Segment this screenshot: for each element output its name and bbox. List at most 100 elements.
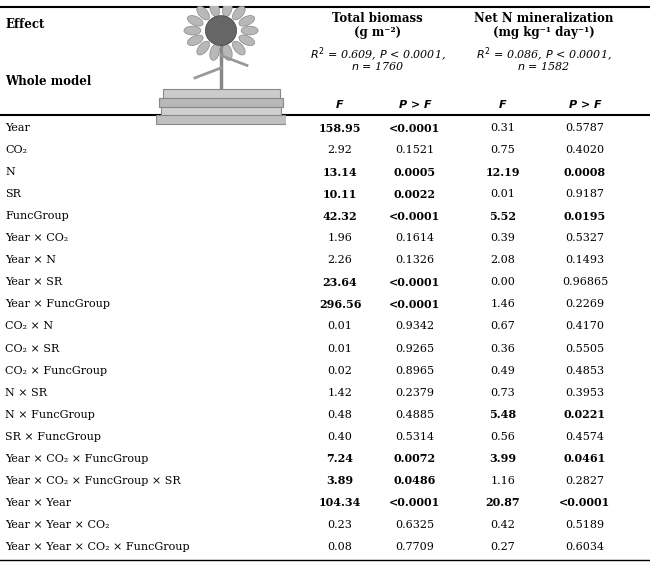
- Text: N: N: [5, 167, 15, 177]
- Text: 5.52: 5.52: [489, 211, 517, 222]
- Ellipse shape: [241, 26, 258, 35]
- FancyBboxPatch shape: [162, 89, 280, 98]
- Text: 0.0005: 0.0005: [394, 166, 436, 178]
- Text: 2.92: 2.92: [328, 145, 352, 155]
- Text: 0.1521: 0.1521: [395, 145, 435, 155]
- Text: 0.0221: 0.0221: [564, 409, 606, 420]
- Text: 0.5787: 0.5787: [566, 123, 604, 133]
- Text: 20.87: 20.87: [486, 498, 520, 508]
- Ellipse shape: [210, 1, 220, 16]
- Text: 5.48: 5.48: [489, 409, 517, 420]
- Text: 0.9187: 0.9187: [566, 189, 604, 199]
- Text: $n$ = 1582: $n$ = 1582: [517, 60, 571, 72]
- Text: 0.49: 0.49: [491, 366, 515, 376]
- Text: 0.4853: 0.4853: [566, 366, 604, 376]
- Text: 0.0486: 0.0486: [394, 475, 436, 486]
- Text: 1.16: 1.16: [491, 476, 515, 486]
- Text: Year × CO₂ × FuncGroup: Year × CO₂ × FuncGroup: [5, 454, 148, 464]
- Text: Year × CO₂: Year × CO₂: [5, 233, 68, 243]
- Text: 0.1493: 0.1493: [566, 255, 604, 265]
- Text: $R^2$ = 0.086, $P$ < 0.0001,: $R^2$ = 0.086, $P$ < 0.0001,: [476, 46, 612, 64]
- Text: 0.8965: 0.8965: [395, 366, 435, 376]
- Text: 0.5189: 0.5189: [566, 520, 604, 530]
- Text: Year × Year: Year × Year: [5, 498, 71, 508]
- Text: 296.56: 296.56: [318, 299, 361, 310]
- Text: $\bfit{F}$: $\bfit{F}$: [499, 98, 508, 110]
- Text: 0.08: 0.08: [328, 542, 352, 552]
- Text: 0.0195: 0.0195: [564, 211, 606, 222]
- Text: CO₂ × N: CO₂ × N: [5, 321, 53, 332]
- Text: 2.08: 2.08: [491, 255, 515, 265]
- Text: 0.23: 0.23: [328, 520, 352, 530]
- Text: 0.01: 0.01: [328, 344, 352, 354]
- Text: 0.5314: 0.5314: [395, 432, 435, 441]
- Text: <0.0001: <0.0001: [560, 498, 610, 508]
- Text: 1.96: 1.96: [328, 233, 352, 243]
- Text: $\bfit{F}$: $\bfit{F}$: [335, 98, 345, 110]
- Text: 0.1326: 0.1326: [395, 255, 435, 265]
- Ellipse shape: [197, 6, 209, 20]
- Text: 12.19: 12.19: [486, 166, 520, 178]
- Text: 0.36: 0.36: [491, 344, 515, 354]
- Text: 3.99: 3.99: [489, 453, 517, 464]
- Ellipse shape: [222, 1, 232, 16]
- Text: $n$ = 1760: $n$ = 1760: [351, 60, 404, 72]
- Text: 42.32: 42.32: [322, 211, 358, 222]
- Text: 0.27: 0.27: [491, 542, 515, 552]
- Ellipse shape: [184, 26, 201, 35]
- Text: Year × FuncGroup: Year × FuncGroup: [5, 299, 110, 310]
- Text: Year × CO₂ × FuncGroup × SR: Year × CO₂ × FuncGroup × SR: [5, 476, 181, 486]
- Text: N × FuncGroup: N × FuncGroup: [5, 410, 95, 419]
- Text: 1.46: 1.46: [491, 299, 515, 310]
- Text: 0.96865: 0.96865: [562, 277, 608, 288]
- Text: $\bfit{P}$ > $\bfit{F}$: $\bfit{P}$ > $\bfit{F}$: [398, 98, 432, 110]
- Text: 0.3953: 0.3953: [566, 388, 604, 398]
- Text: 0.56: 0.56: [491, 432, 515, 441]
- Text: Total biomass: Total biomass: [332, 12, 423, 25]
- Text: (mg kg⁻¹ day⁻¹): (mg kg⁻¹ day⁻¹): [493, 26, 595, 39]
- Text: 0.2379: 0.2379: [395, 388, 434, 398]
- Text: 1.42: 1.42: [328, 388, 352, 398]
- Ellipse shape: [210, 45, 220, 61]
- Text: 0.9265: 0.9265: [395, 344, 435, 354]
- Ellipse shape: [239, 16, 255, 26]
- Text: 0.0008: 0.0008: [564, 166, 606, 178]
- Text: Year × SR: Year × SR: [5, 277, 62, 288]
- Text: Year × Year × CO₂ × FuncGroup: Year × Year × CO₂ × FuncGroup: [5, 542, 190, 552]
- Text: Whole model: Whole model: [5, 75, 91, 88]
- Circle shape: [205, 16, 237, 45]
- Text: <0.0001: <0.0001: [389, 498, 441, 508]
- Text: 0.7709: 0.7709: [396, 542, 434, 552]
- Ellipse shape: [239, 35, 255, 45]
- Text: 0.67: 0.67: [491, 321, 515, 332]
- Text: 0.0022: 0.0022: [394, 188, 436, 200]
- Text: 0.39: 0.39: [491, 233, 515, 243]
- Ellipse shape: [187, 16, 203, 26]
- Text: 0.1614: 0.1614: [395, 233, 435, 243]
- Text: 104.34: 104.34: [318, 498, 361, 508]
- Text: Year: Year: [5, 123, 30, 133]
- Text: <0.0001: <0.0001: [389, 122, 441, 134]
- Text: N × SR: N × SR: [5, 388, 47, 398]
- Text: 2.26: 2.26: [328, 255, 352, 265]
- Text: 0.40: 0.40: [328, 432, 352, 441]
- Text: Effect: Effect: [5, 18, 44, 31]
- Text: 0.31: 0.31: [491, 123, 515, 133]
- FancyBboxPatch shape: [156, 115, 286, 124]
- Text: $R^2$ = 0.609, $P$ < 0.0001,: $R^2$ = 0.609, $P$ < 0.0001,: [309, 46, 445, 64]
- Text: SR × FuncGroup: SR × FuncGroup: [5, 432, 101, 441]
- Text: 13.14: 13.14: [322, 166, 358, 178]
- Text: 0.4020: 0.4020: [566, 145, 604, 155]
- Text: 0.2269: 0.2269: [566, 299, 604, 310]
- FancyBboxPatch shape: [159, 98, 283, 106]
- Text: 0.5327: 0.5327: [566, 233, 604, 243]
- Text: 10.11: 10.11: [323, 188, 358, 200]
- Text: 0.75: 0.75: [491, 145, 515, 155]
- Text: 3.89: 3.89: [326, 475, 354, 486]
- Text: 0.4170: 0.4170: [566, 321, 604, 332]
- Ellipse shape: [187, 35, 203, 45]
- Text: CO₂: CO₂: [5, 145, 27, 155]
- Text: SR: SR: [5, 189, 21, 199]
- Text: 158.95: 158.95: [318, 122, 361, 134]
- Text: 0.01: 0.01: [491, 189, 515, 199]
